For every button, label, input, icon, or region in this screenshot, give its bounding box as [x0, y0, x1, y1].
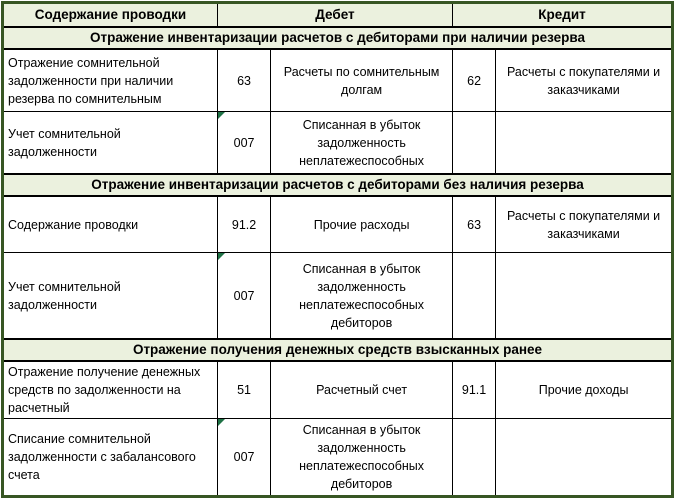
- debit-description-cell: Списанная в убыток задолженность неплате…: [270, 418, 453, 497]
- section-title: Отражение получения денежных средств взы…: [2, 338, 673, 362]
- debit-account-cell: 63: [216, 48, 272, 112]
- table-row: Отражение получение денежных средств по …: [2, 360, 673, 419]
- column-header-content: Содержание проводки: [2, 2, 218, 28]
- content-cell: Учет сомнительной задолженности: [2, 111, 218, 175]
- credit-description-cell: Расчеты с покупателями и заказчиками: [495, 48, 673, 112]
- section-header-row: Отражение инвентаризации расчетов с деби…: [2, 173, 673, 197]
- content-cell: Содержание проводки: [2, 195, 218, 253]
- debit-account-cell: 007: [216, 252, 272, 340]
- credit-description-cell: [495, 252, 673, 340]
- credit-description-cell: [495, 418, 673, 497]
- debit-description-cell: Расчеты по сомнительным долгам: [270, 48, 453, 112]
- credit-account-cell: 62: [451, 48, 497, 112]
- section-header-row: Отражение получения денежных средств взы…: [2, 338, 673, 362]
- error-flag-icon: [218, 419, 225, 426]
- debit-account-cell: 91.2: [216, 195, 272, 253]
- debit-description-cell: Прочие расходы: [270, 195, 453, 253]
- debit-account-value: 007: [233, 450, 255, 464]
- debit-description-cell: Расчетный счет: [270, 360, 453, 419]
- credit-account-cell: [451, 252, 497, 340]
- credit-account-cell: [451, 418, 497, 497]
- debit-description-cell: Списанная в убыток задолженность неплате…: [270, 111, 453, 175]
- credit-description-cell: Расчеты с покупателями и заказчиками: [495, 195, 673, 253]
- credit-account-cell: [451, 111, 497, 175]
- content-cell: Списание сомнительной задолженности с за…: [2, 418, 218, 497]
- debit-account-value: 007: [233, 288, 255, 303]
- section-title: Отражение инвентаризации расчетов с деби…: [2, 173, 673, 197]
- debit-account-cell: 51: [216, 360, 272, 419]
- section-header-row: Отражение инвентаризации расчетов с деби…: [2, 26, 673, 50]
- debit-account-cell: 007: [216, 111, 272, 175]
- credit-description-cell: [495, 111, 673, 175]
- table-header-row: Содержание проводки Дебет Кредит: [2, 2, 674, 28]
- error-flag-icon: [218, 253, 225, 260]
- table-row: Учет сомнительной задолженности 007 Спис…: [2, 111, 673, 175]
- table-row: Отражение сомнительной задолженности при…: [2, 48, 673, 112]
- error-flag-icon: [218, 112, 225, 119]
- content-cell: Отражение сомнительной задолженности при…: [2, 48, 218, 112]
- content-cell: Учет сомнительной задолженности: [2, 252, 218, 340]
- content-cell: Отражение получение денежных средств по …: [2, 360, 218, 419]
- table-row: Учет сомнительной задолженности 007 Спис…: [2, 252, 673, 340]
- debit-account-value: 007: [233, 135, 255, 150]
- debit-description-cell: Списанная в убыток задолженность неплате…: [270, 252, 453, 340]
- table-row: Содержание проводки 91.2 Прочие расходы …: [2, 195, 673, 253]
- table-row: Списание сомнительной задолженности с за…: [2, 418, 673, 497]
- credit-description-cell: Прочие доходы: [495, 360, 673, 419]
- credit-account-cell: 91.1: [451, 360, 497, 419]
- credit-account-cell: 63: [451, 195, 497, 253]
- column-header-debit: Дебет: [216, 2, 453, 28]
- column-header-credit: Кредит: [451, 2, 674, 28]
- section-title: Отражение инвентаризации расчетов с деби…: [2, 26, 673, 50]
- debit-account-cell: 007: [216, 418, 272, 497]
